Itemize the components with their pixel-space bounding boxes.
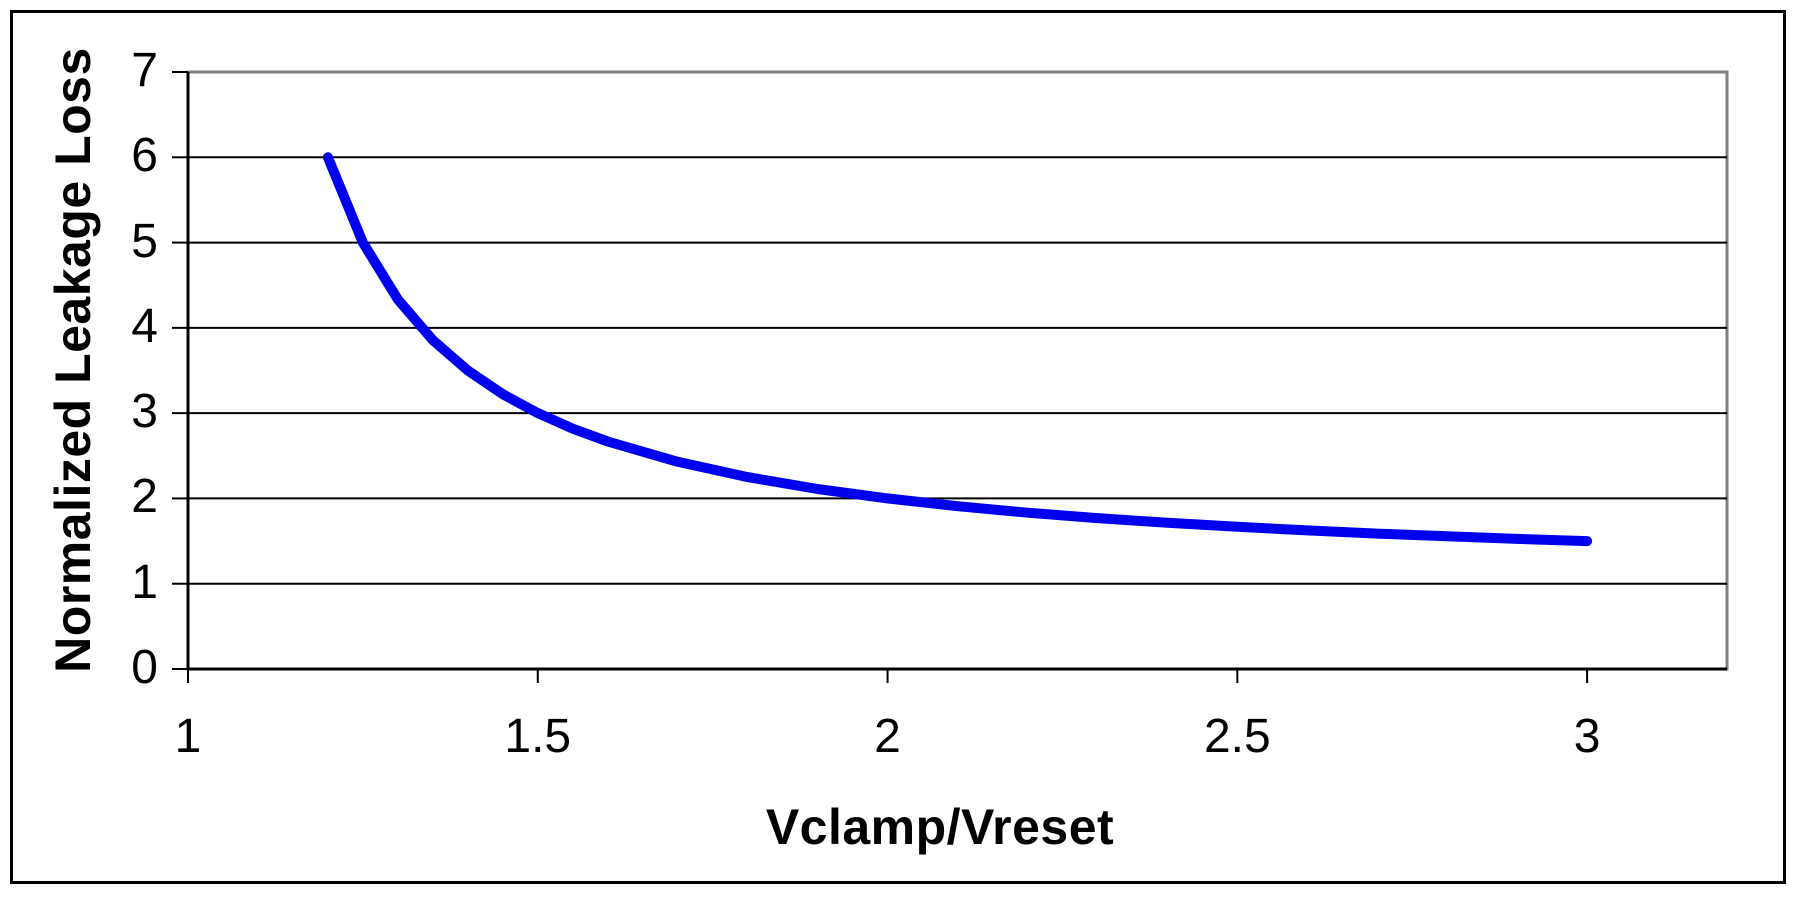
y-tick-label-1: 1 [131, 555, 158, 609]
leakage-loss-series [322, 152, 1593, 547]
x-tick-label-2: 2 [874, 710, 901, 763]
x-axis-title: Vclamp/Vreset [765, 799, 1115, 855]
y-tick-label-3: 3 [131, 385, 158, 439]
x-tick-label-1.5: 1.5 [504, 710, 572, 763]
y-tick-label-0: 0 [131, 641, 158, 694]
y-tick-label-6: 6 [131, 129, 158, 183]
y-tick-label-5: 5 [131, 214, 158, 268]
y-tick-label-4: 4 [131, 299, 158, 353]
plot-area-border [186, 70, 1729, 671]
x-tick-label-1: 1 [174, 710, 202, 763]
y-tick-label-2: 2 [131, 470, 158, 524]
y-axis-title: Normalized Leakage Loss [45, 47, 101, 673]
x-tick-label-3: 3 [1573, 710, 1601, 763]
figure-border [10, 10, 1786, 884]
y-tick-label-7: 7 [131, 44, 158, 97]
x-tick-label-2.5: 2.5 [1203, 710, 1271, 763]
